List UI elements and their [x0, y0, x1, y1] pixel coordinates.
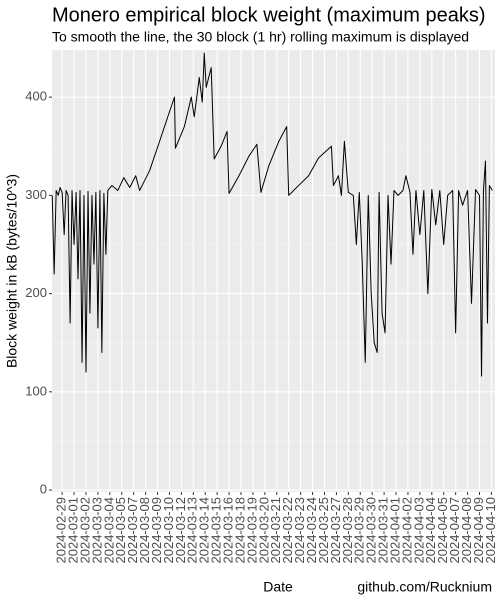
x-tick-label: 2024-04-03 [411, 497, 426, 564]
x-tick-label: 2024-03-05 [113, 497, 128, 564]
x-tick-label: 2024-03-14 [197, 497, 212, 564]
x-tick-label: 2024-04-10 [483, 497, 498, 564]
plot-panel [52, 50, 495, 492]
x-tick-label: 2024-03-18 [232, 497, 247, 564]
x-tick-label: 2024-03-03 [89, 497, 104, 564]
x-tick-label: 2024-03-20 [256, 497, 271, 564]
x-tick-label: 2024-03-24 [304, 497, 319, 564]
x-tick-label: 2024-03-01 [65, 497, 80, 564]
x-tick-label: 2024-03-07 [125, 497, 140, 564]
x-tick-label: 2024-03-16 [221, 497, 236, 564]
data-line [51, 52, 493, 377]
x-tick-label: 2024-04-02 [399, 497, 414, 564]
x-tick-label: 2024-03-29 [352, 497, 367, 564]
chart-title: Monero empirical block weight (maximum p… [52, 4, 485, 26]
x-tick-label: 2024-03-08 [137, 497, 152, 564]
x-tick-label: 2024-03-23 [292, 497, 307, 564]
x-tick-label: 2024-04-04 [423, 497, 438, 564]
x-tick-label: 2024-03-10 [161, 497, 176, 564]
x-tick-label: 2024-03-30 [364, 497, 379, 564]
x-tick-label: 2024-03-15 [209, 497, 224, 564]
x-tick-label: 2024-03-28 [340, 497, 355, 564]
x-tick-label: 2024-02-29 [54, 497, 69, 564]
y-tick-label: 300 [25, 187, 47, 202]
x-tick-label: 2024-04-09 [471, 497, 486, 564]
x-tick-label: 2024-03-13 [185, 497, 200, 564]
x-tick-label: 2024-03-27 [328, 497, 343, 564]
x-tick-label: 2024-04-07 [447, 497, 462, 564]
y-axis-label: Block weight in kB (bytes/10^3) [4, 174, 20, 368]
x-tick-label: 2024-03-04 [101, 497, 116, 564]
x-axis-label: Date [263, 579, 293, 595]
y-tick-label: 400 [25, 89, 47, 104]
x-tick-label: 2024-03-21 [268, 497, 283, 564]
y-tick-label: 0 [40, 481, 47, 496]
x-tick-label: 2024-04-08 [459, 497, 474, 564]
caption: github.com/Rucknium [357, 579, 492, 595]
y-tick-label: 100 [25, 383, 47, 398]
y-tick-label: 200 [25, 285, 47, 300]
x-tick-label: 2024-03-09 [149, 497, 164, 564]
x-tick-label: 2024-03-25 [316, 497, 331, 564]
x-tick-label: 2024-04-01 [387, 497, 402, 564]
x-tick-label: 2024-03-31 [376, 497, 391, 564]
chart-subtitle: To smooth the line, the 30 block (1 hr) … [52, 29, 469, 45]
x-tick-label: 2024-03-02 [77, 497, 92, 564]
x-tick-label: 2024-03-12 [173, 497, 188, 564]
x-tick-label: 2024-03-19 [244, 497, 259, 564]
x-tick-label: 2024-03-22 [280, 497, 295, 564]
x-tick-label: 2024-04-05 [435, 497, 450, 564]
